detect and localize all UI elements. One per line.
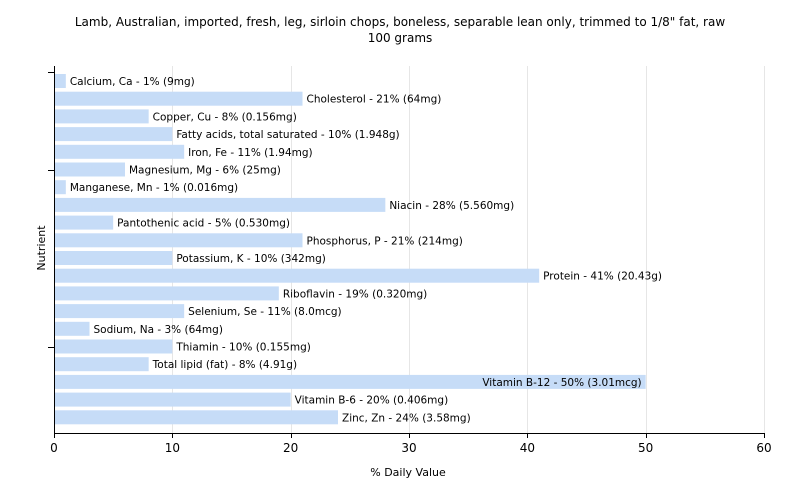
bar [54,321,90,336]
bar [54,286,279,301]
bar-label: Riboflavin - 19% (0.320mg) [283,288,427,300]
bar [54,374,646,389]
bar-label: Iron, Fe - 11% (1.94mg) [188,147,312,159]
grid-lines [172,66,765,433]
bar [54,127,173,142]
bar [54,74,66,88]
bar [54,233,303,248]
bar-label: Niacin - 28% (5.560mg) [389,200,514,212]
bar [54,410,338,425]
chart-title-line-1: Lamb, Australian, imported, fresh, leg, … [74,15,726,29]
bar-label: Protein - 41% (20.43g) [543,271,662,283]
x-tick-label: 10 [165,441,180,455]
bar [54,91,303,106]
bar [54,339,173,354]
x-tick-label: 20 [283,441,298,455]
bar [54,215,114,230]
bar-label: Calcium, Ca - 1% (9mg) [70,76,195,88]
bar [54,144,185,159]
bar-label: Vitamin B-12 - 50% (3.01mcg) [482,377,641,389]
bar [54,251,173,265]
bar-labels: Calcium, Ca - 1% (9mg) Cholesterol - 21% … [70,76,662,424]
axes: 0 10 20 30 40 50 60 [48,66,772,455]
bar-label: Potassium, K - 10% (342mg) [176,253,326,265]
bar-label: Cholesterol - 21% (64mg) [307,94,442,106]
bar-label: Vitamin B-6 - 20% (0.406mg) [295,395,449,407]
bar-label: Manganese, Mn - 1% (0.016mg) [70,182,238,194]
bar-label: Pantothenic acid - 5% (0.530mg) [117,218,290,230]
chart-title-line-2: 100 grams [367,31,433,45]
bar-label: Total lipid (fat) - 8% (4.91g) [152,359,297,371]
chart-title: Lamb, Australian, imported, fresh, leg, … [0,14,800,46]
x-axis-title: % Daily Value [370,466,446,479]
bar [54,197,386,212]
x-tick-label: 30 [401,441,416,455]
bar-label: Phosphorus, P - 21% (214mg) [307,235,463,247]
bar [54,304,185,319]
bar [54,392,291,407]
bar [54,357,149,372]
x-tick-label: 50 [638,441,653,455]
x-tick-label: 0 [50,441,58,455]
bar-label: Copper, Cu - 8% (0.156mg) [153,111,297,123]
bar [54,180,66,195]
x-tick-label: 40 [520,441,535,455]
x-tick-label: 60 [756,441,771,455]
y-axis-title: Nutrient [35,225,48,271]
bar [54,268,540,283]
bar-label: Selenium, Se - 11% (8.0mcg) [188,306,341,318]
bars [54,74,646,425]
bar-label: Fatty acids, total saturated - 10% (1.94… [176,129,399,141]
bar [54,162,125,177]
bar-label: Sodium, Na - 3% (64mg) [94,324,223,336]
bar-label: Magnesium, Mg - 6% (25mg) [129,165,281,177]
bar-label: Zinc, Zn - 24% (3.58mg) [342,412,471,424]
bar-label: Thiamin - 10% (0.155mg) [175,342,311,354]
bar [54,109,149,124]
